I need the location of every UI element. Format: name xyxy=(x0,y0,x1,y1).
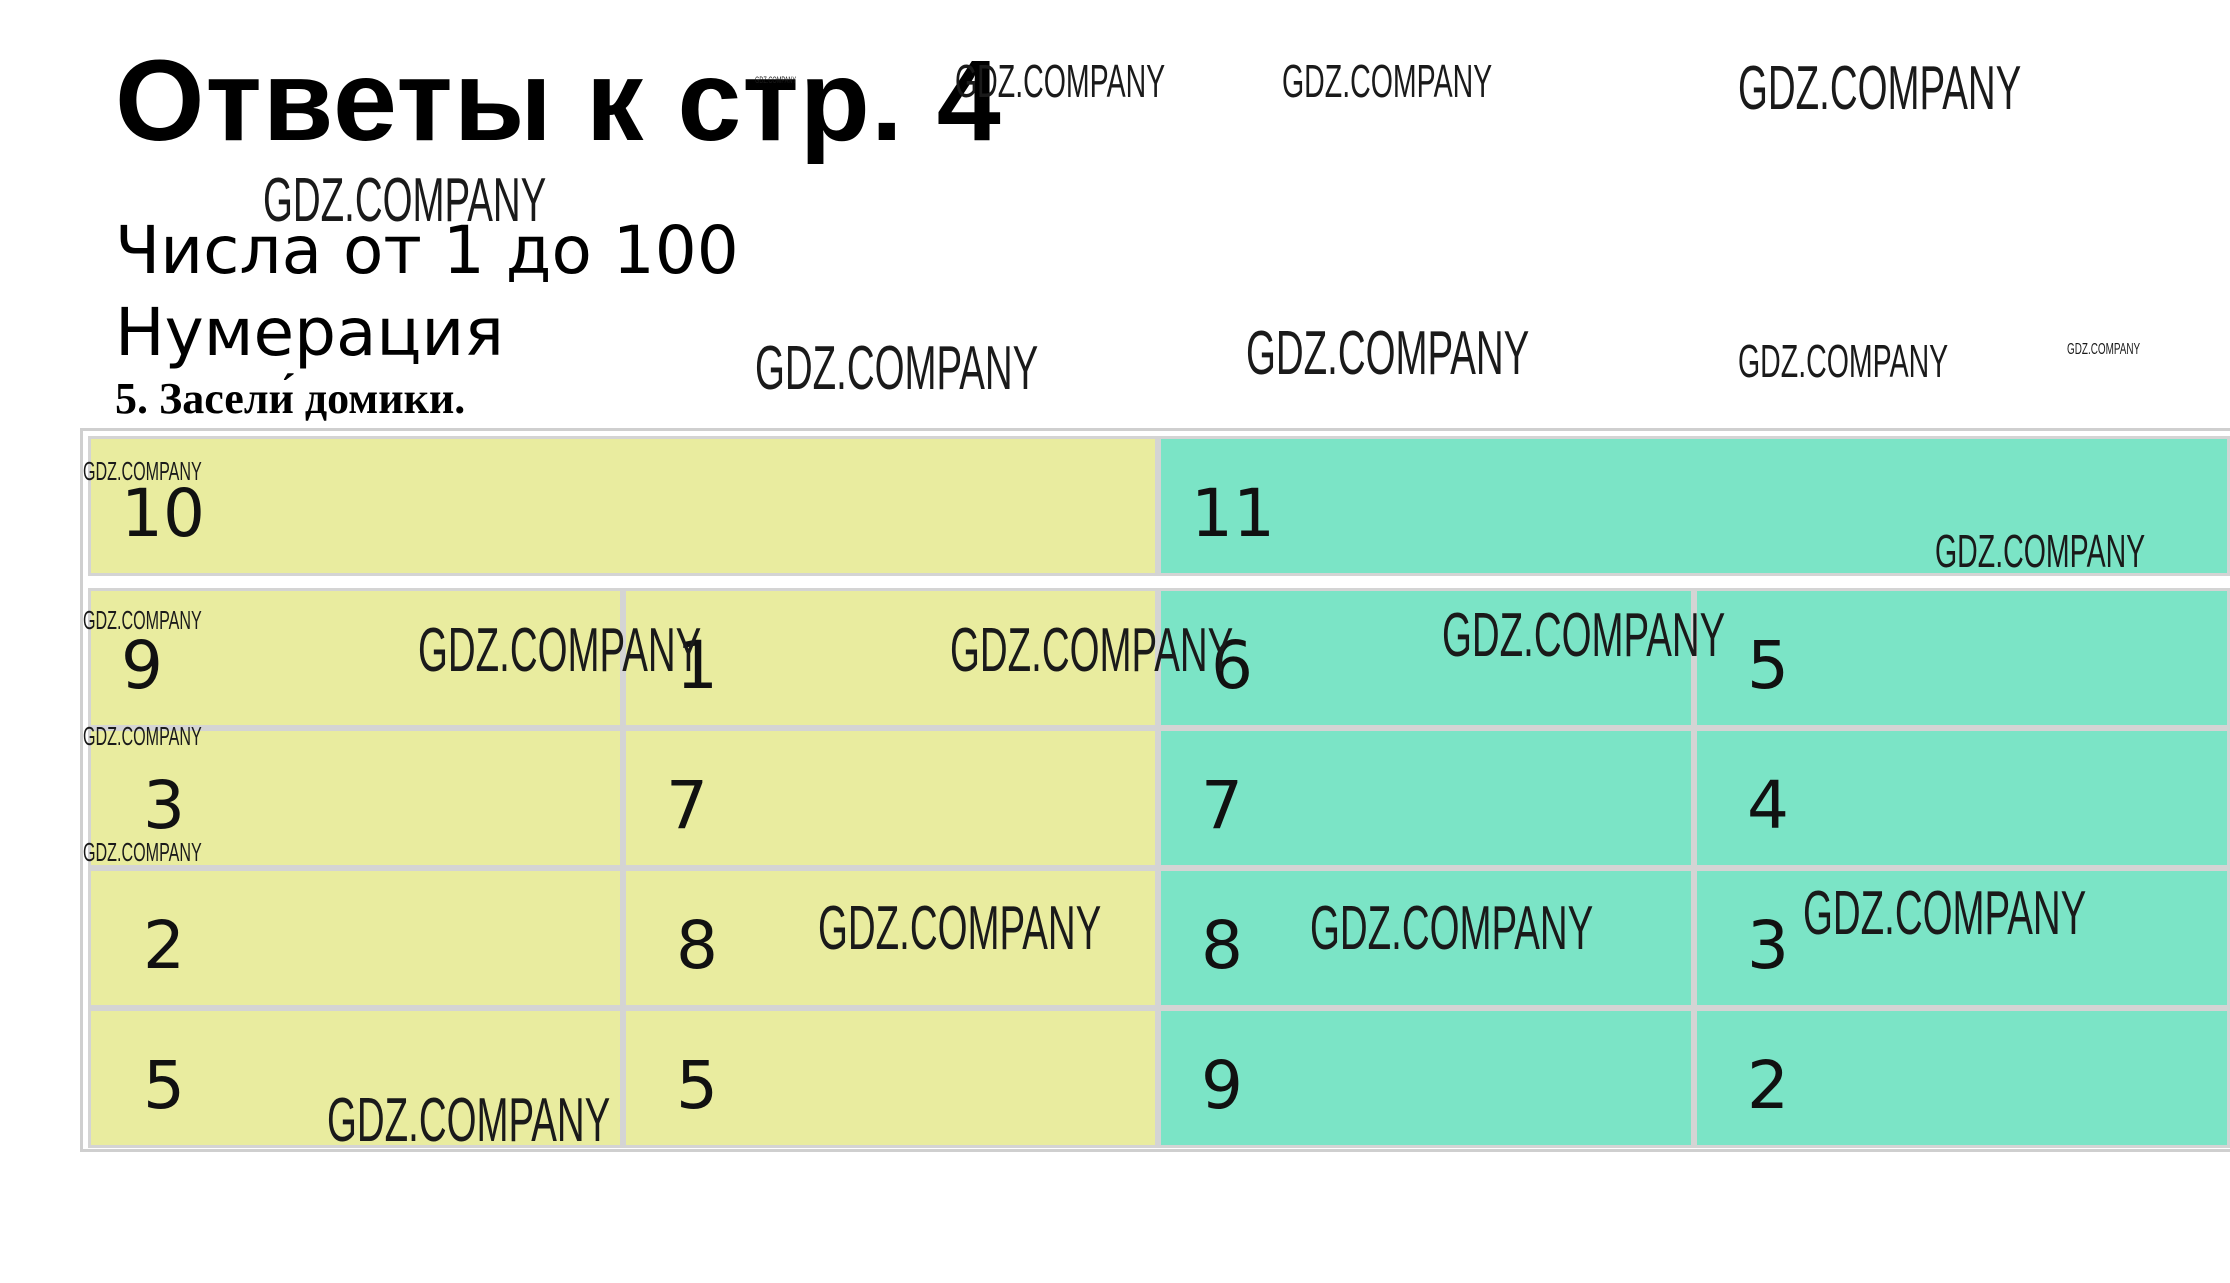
teal-house-cell: 8 xyxy=(1158,868,1694,1008)
subsection-title: Нумерация xyxy=(115,294,504,371)
yellow-house-cell: 7 xyxy=(623,728,1158,868)
section-title: Числа от 1 до 100 xyxy=(115,212,739,289)
page-title: Ответы к стр. 4 xyxy=(115,37,1002,165)
teal-house-cell: 2 xyxy=(1694,1008,2230,1148)
watermark: GDZ.COMPANY xyxy=(1738,54,2022,123)
watermark: GDZ.COMPANY xyxy=(1246,319,1530,388)
cell-number: 2 xyxy=(143,907,185,984)
cell-number: 5 xyxy=(143,1047,185,1124)
teal-house-cell: 5 xyxy=(1694,588,2230,728)
watermark: GDZ.COMPANY xyxy=(2067,341,2141,358)
teal-house-cell: 9 xyxy=(1158,1008,1694,1148)
teal-house-cell: 6 xyxy=(1158,588,1694,728)
watermark: GDZ.COMPANY xyxy=(1282,55,1493,107)
houses-grid: 10 11 9 1 6 5 3 7 7 4 2 8 8 3 5 5 xyxy=(80,428,2230,1152)
yellow-house-cell: 5 xyxy=(623,1008,1158,1148)
cell-number: 8 xyxy=(676,907,718,984)
yellow-house-roof: 10 xyxy=(88,436,1158,576)
teal-house-roof: 11 xyxy=(1158,436,2230,576)
yellow-house-cell: 8 xyxy=(623,868,1158,1008)
teal-house-cell: 7 xyxy=(1158,728,1694,868)
teal-roof-number: 11 xyxy=(1191,475,1275,552)
yellow-roof-number: 10 xyxy=(121,475,205,552)
yellow-house-cell: 3 xyxy=(88,728,623,868)
yellow-house-cell: 5 xyxy=(88,1008,623,1148)
cell-number: 7 xyxy=(666,767,708,844)
cell-number: 3 xyxy=(143,767,185,844)
cell-number: 9 xyxy=(121,627,163,704)
cell-number: 5 xyxy=(676,1047,718,1124)
cell-number: 8 xyxy=(1201,907,1243,984)
teal-house-cell: 4 xyxy=(1694,728,2230,868)
yellow-house-cell: 2 xyxy=(88,868,623,1008)
cell-number: 6 xyxy=(1211,627,1253,704)
cell-number: 9 xyxy=(1201,1047,1243,1124)
task-text: 5. Засели́ домики. xyxy=(115,374,466,423)
cell-number: 7 xyxy=(1201,767,1243,844)
cell-number: 1 xyxy=(676,627,718,704)
cell-number: 4 xyxy=(1747,767,1789,844)
cell-number: 2 xyxy=(1747,1047,1789,1124)
yellow-house-cell: 1 xyxy=(623,588,1158,728)
watermark: GDZ.COMPANY xyxy=(755,334,1039,403)
cell-number: 3 xyxy=(1747,907,1789,984)
teal-house-cell: 3 xyxy=(1694,868,2230,1008)
yellow-house-cell: 9 xyxy=(88,588,623,728)
watermark: GDZ.COMPANY xyxy=(1738,335,1949,387)
cell-number: 5 xyxy=(1747,627,1789,704)
